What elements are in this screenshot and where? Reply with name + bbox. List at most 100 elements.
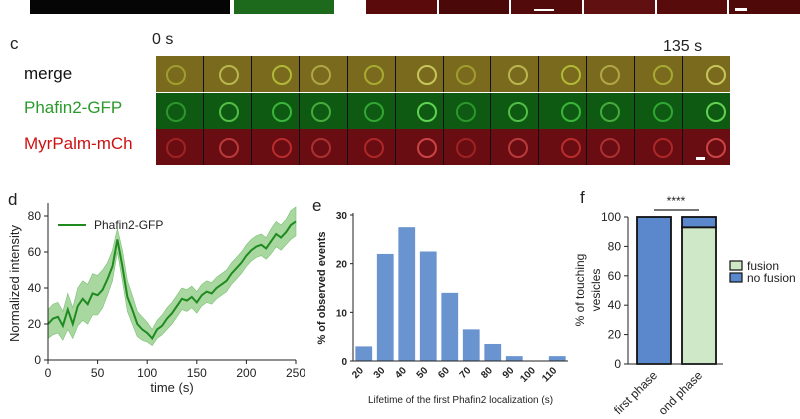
x-tick-label: 250 — [286, 366, 305, 380]
vesicle-ring — [363, 102, 384, 122]
image-frame — [347, 56, 395, 92]
y-axis-label: Normalized intensity — [7, 224, 22, 342]
image-frame — [347, 93, 395, 129]
image-frame — [251, 129, 299, 165]
x-tick-label: ond phase — [656, 368, 706, 418]
x-axis-label: time (s) — [150, 380, 193, 395]
x-tick-label: 60 — [436, 365, 452, 381]
image-frame — [683, 129, 731, 165]
vesicle-ring — [455, 138, 476, 158]
histogram-bar — [376, 253, 394, 361]
histogram-bar — [398, 227, 416, 361]
row-label-mch: MyrPalm-mCh — [24, 134, 133, 153]
lifetime-bar-chart: 20 30 40 50 60 70 80 90 100 110 0 10 20 30 Lifetime of… — [316, 211, 568, 406]
vesicle-ring — [455, 102, 476, 122]
image-frame — [539, 56, 587, 92]
y-tick-label: 30 — [336, 211, 348, 222]
panel-letter-d: d — [8, 190, 18, 209]
top-panel-strip — [0, 0, 800, 18]
x-axis-label: Lifetime of the first Phafin2 localizati… — [368, 395, 553, 406]
intensity-line-chart: 0 20 40 60 80 0 50 100 150 200 250 time (s) Normaliz… — [7, 203, 305, 395]
x-tick-label: 0 — [45, 366, 52, 380]
panel-letter-f: f — [580, 188, 585, 207]
image-frame — [156, 56, 203, 92]
image-frame — [395, 129, 443, 165]
image-frame — [443, 93, 491, 129]
histogram-bar — [548, 356, 566, 361]
image-frame — [587, 93, 635, 129]
vesicle-ring — [561, 65, 582, 85]
y-tick-label: 10 — [336, 308, 348, 319]
image-frame — [443, 129, 491, 165]
image-frame — [683, 56, 731, 92]
vesicle-ring — [561, 102, 582, 122]
y-tick-label: 20 — [28, 317, 42, 331]
histogram-bar — [441, 292, 459, 361]
vesicle-ring — [218, 138, 239, 158]
stacked-bar-segment — [636, 216, 672, 365]
x-tick-label: 40 — [393, 365, 409, 381]
stacked-bar-segment — [681, 226, 717, 365]
y-tick-label: 0 — [341, 357, 347, 368]
vesicle-ring — [363, 65, 384, 85]
image-frame — [395, 93, 443, 129]
row-label-merge: merge — [24, 64, 73, 83]
image-frame — [299, 93, 347, 129]
y-tick-label: 80 — [28, 209, 42, 223]
vesicle-ring — [455, 65, 476, 85]
vesicle-ring — [166, 138, 186, 158]
image-frame — [491, 129, 539, 165]
x-tick-label: 150 — [187, 366, 207, 380]
histogram-bar — [484, 343, 502, 361]
y-tick-label: 0 — [614, 357, 621, 371]
legend-swatch — [729, 272, 743, 283]
vesicle-ring — [363, 138, 384, 158]
y-tick-label: 100 — [601, 210, 621, 224]
histogram-bar — [355, 346, 373, 361]
y-tick-label: 20 — [608, 328, 622, 342]
vesicle-ring — [600, 102, 621, 122]
image-frame — [443, 56, 491, 92]
top-dark-tile — [30, 0, 230, 14]
vesicle-ring — [653, 138, 674, 158]
vesicle-ring — [271, 65, 292, 85]
vesicle-ring — [416, 65, 437, 85]
vesicle-ring — [706, 138, 727, 158]
legend-swatch — [729, 260, 743, 271]
x-tick-label: 70 — [458, 365, 474, 381]
panel-letter-e: e — [312, 196, 322, 215]
image-frame — [299, 129, 347, 165]
x-tick-label: 110 — [540, 365, 559, 384]
y-tick-label: 40 — [608, 298, 622, 312]
histogram-bar — [419, 251, 437, 361]
time-end-label: 135 s — [663, 38, 703, 55]
y-tick-label: 0 — [34, 353, 41, 367]
scale-bar — [534, 9, 554, 11]
image-frame — [587, 129, 635, 165]
image-frame — [251, 56, 299, 92]
y-tick-label: 20 — [336, 260, 348, 271]
vesicle-ring — [508, 102, 529, 122]
image-frame — [539, 93, 587, 129]
vesicle-ring — [706, 65, 727, 85]
vesicle-ring — [218, 102, 239, 122]
y-axis-label: % of observed events — [316, 231, 328, 344]
row-label-gfp: Phafin2-GFP — [24, 98, 123, 117]
image-frame — [203, 56, 251, 92]
vesicle-ring — [653, 102, 674, 122]
image-frame — [395, 56, 443, 92]
image-frame — [203, 93, 251, 129]
image-frame — [491, 56, 539, 92]
y-tick-label: 40 — [28, 281, 42, 295]
image-frame — [683, 93, 731, 129]
series-line-phafin2 — [47, 220, 297, 341]
image-frame — [635, 56, 683, 92]
image-frame — [156, 93, 203, 129]
image-frame — [156, 129, 203, 165]
stacked-bar-segment — [681, 216, 717, 229]
x-tick-label: 90 — [501, 365, 517, 381]
x-tick-label: 100 — [137, 366, 157, 380]
y-tick-label: 80 — [608, 239, 622, 253]
y-tick-label: 60 — [608, 269, 622, 283]
